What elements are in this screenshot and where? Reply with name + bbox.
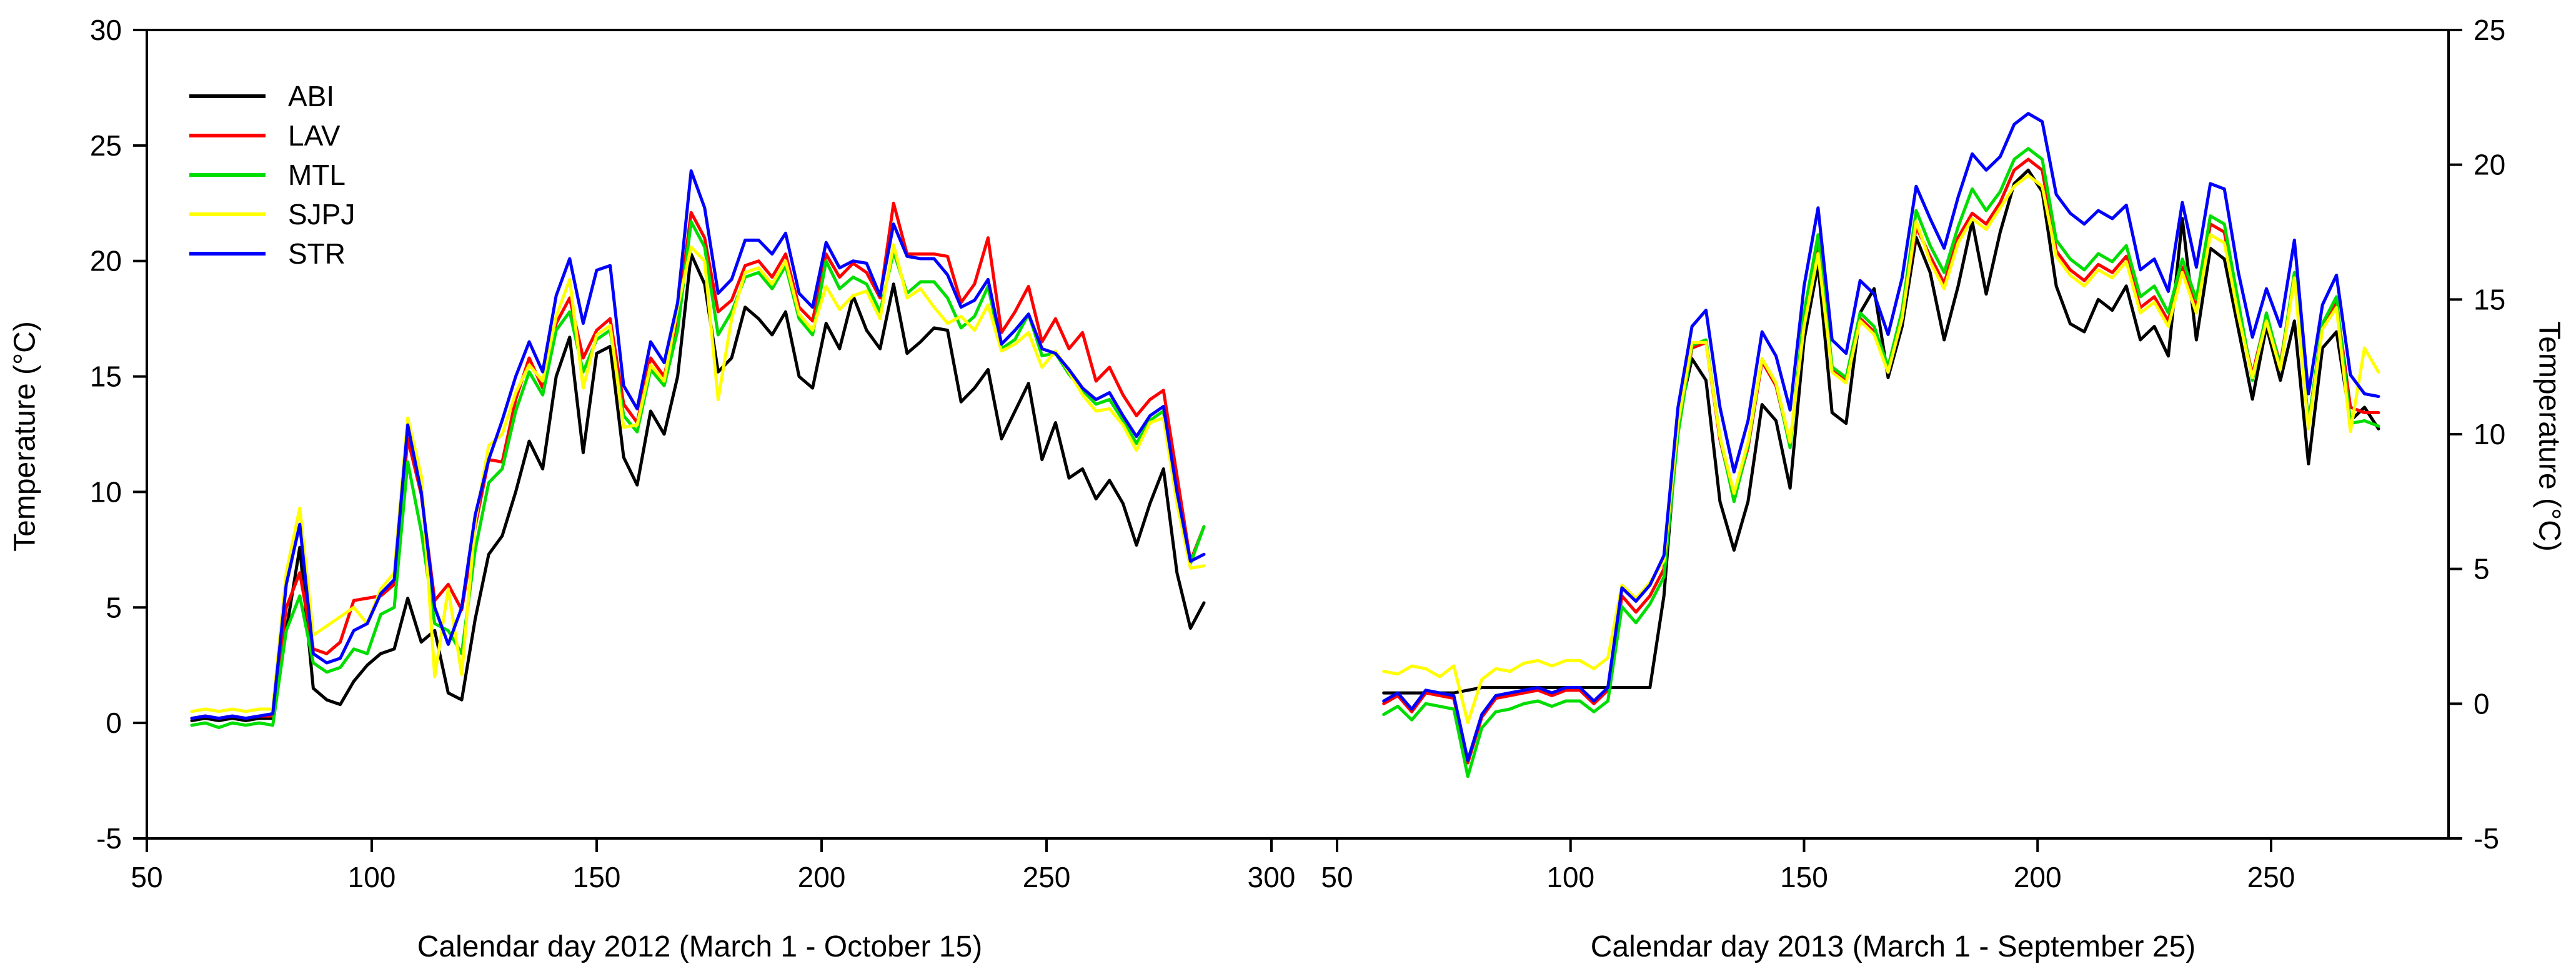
right-y-tick-label: 15 [2474, 283, 2505, 316]
series-line-str-2012 [190, 169, 1206, 720]
legend-label-sjpj: SJPJ [288, 197, 356, 231]
left-y-tick-label: 15 [90, 360, 122, 393]
legend-item-str: STR [189, 234, 355, 273]
x-axis-title-2013: Calendar day 2013 (March 1 - September 2… [1590, 930, 2196, 963]
legend-line-swatch-abi [189, 94, 266, 98]
x-tick-label: 300 [1248, 861, 1296, 893]
x-tick-label: 250 [1023, 861, 1071, 893]
right-y-tick-label: 0 [2474, 687, 2490, 720]
legend: ABI LAV MTL SJPJ STR [189, 76, 355, 273]
legend-item-lav: LAV [189, 116, 355, 155]
legend-item-mtl: MTL [189, 155, 355, 194]
legend-line-swatch-lav [189, 133, 266, 137]
left-y-axis-title: Temperature (°C) [8, 321, 42, 552]
x-tick-label: 200 [798, 861, 846, 893]
left-y-tick-label: 20 [90, 245, 122, 277]
left-y-tick-label: 5 [106, 591, 122, 624]
right-y-tick-label: 10 [2474, 418, 2505, 450]
legend-line-swatch-sjpj [189, 212, 266, 216]
left-y-tick-label: 0 [106, 707, 122, 739]
x-tick-label: 50 [131, 861, 162, 893]
x-tick-label: 50 [1321, 861, 1353, 893]
x-tick-label: 100 [1546, 861, 1594, 893]
x-tick-label: 200 [2014, 861, 2062, 893]
right-y-tick-label: -5 [2474, 822, 2499, 855]
x-tick-label: 250 [2247, 861, 2295, 893]
left-y-tick-label: -5 [96, 822, 122, 855]
right-y-tick-label: 5 [2474, 553, 2490, 585]
legend-line-swatch-mtl [189, 172, 266, 177]
right-y-axis-title: Temperature (°C) [2532, 321, 2566, 552]
x-axis-title-2012: Calendar day 2012 (March 1 - October 15) [417, 930, 983, 963]
series-line-sjpj-2013 [1382, 174, 2380, 724]
legend-item-sjpj: SJPJ [189, 194, 355, 234]
right-y-tick-label: 20 [2474, 149, 2505, 181]
left-y-tick-label: 30 [90, 14, 122, 46]
series-line-lav-2012 [190, 201, 1206, 720]
legend-label-abi: ABI [288, 79, 335, 112]
right-y-tick-label: 25 [2474, 14, 2505, 46]
x-tick-label: 150 [1780, 861, 1828, 893]
legend-line-swatch-str [189, 251, 266, 256]
left-y-tick-label: 25 [90, 129, 122, 162]
legend-label-mtl: MTL [288, 158, 346, 191]
series-line-mtl-2013 [1382, 147, 2380, 778]
left-y-tick-label: 10 [90, 475, 122, 508]
series-line-abi-2012 [190, 252, 1206, 722]
legend-label-lav: LAV [288, 119, 341, 152]
x-tick-label: 100 [348, 861, 396, 893]
legend-item-abi: ABI [189, 76, 355, 116]
x-tick-label: 150 [573, 861, 621, 893]
legend-label-str: STR [288, 237, 346, 270]
series-line-abi-2013 [1382, 168, 2380, 695]
plot-frame [146, 29, 2450, 840]
series-line-sjpj-2012 [190, 243, 1206, 713]
series-line-str-2013 [1382, 112, 2380, 762]
